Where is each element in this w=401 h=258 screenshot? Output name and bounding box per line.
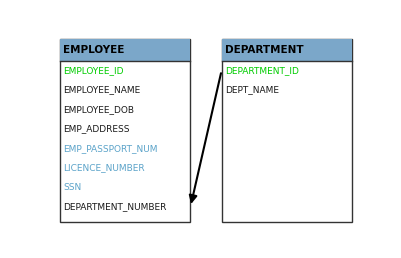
Bar [221, 39, 352, 222]
Text: DEPARTMENT: DEPARTMENT [225, 45, 303, 55]
Text: EMPLOYEE_DOB: EMPLOYEE_DOB [63, 105, 134, 114]
Text: DEPARTMENT_ID: DEPARTMENT_ID [225, 66, 298, 75]
Text: DEPT_NAME: DEPT_NAME [225, 85, 279, 94]
Text: EMPLOYEE: EMPLOYEE [63, 45, 124, 55]
Text: EMP_PASSPORT_NUM: EMP_PASSPORT_NUM [63, 144, 158, 153]
Bar [59, 39, 190, 61]
Bar [59, 39, 190, 222]
Text: EMPLOYEE_ID: EMPLOYEE_ID [63, 66, 124, 75]
Text: EMPLOYEE_NAME: EMPLOYEE_NAME [63, 85, 140, 94]
Text: EMP_ADDRESS: EMP_ADDRESS [63, 124, 130, 133]
Bar [221, 39, 352, 61]
Text: DEPARTMENT_NUMBER: DEPARTMENT_NUMBER [63, 202, 166, 211]
Text: SSN: SSN [63, 183, 81, 192]
Text: LICENCE_NUMBER: LICENCE_NUMBER [63, 163, 145, 172]
